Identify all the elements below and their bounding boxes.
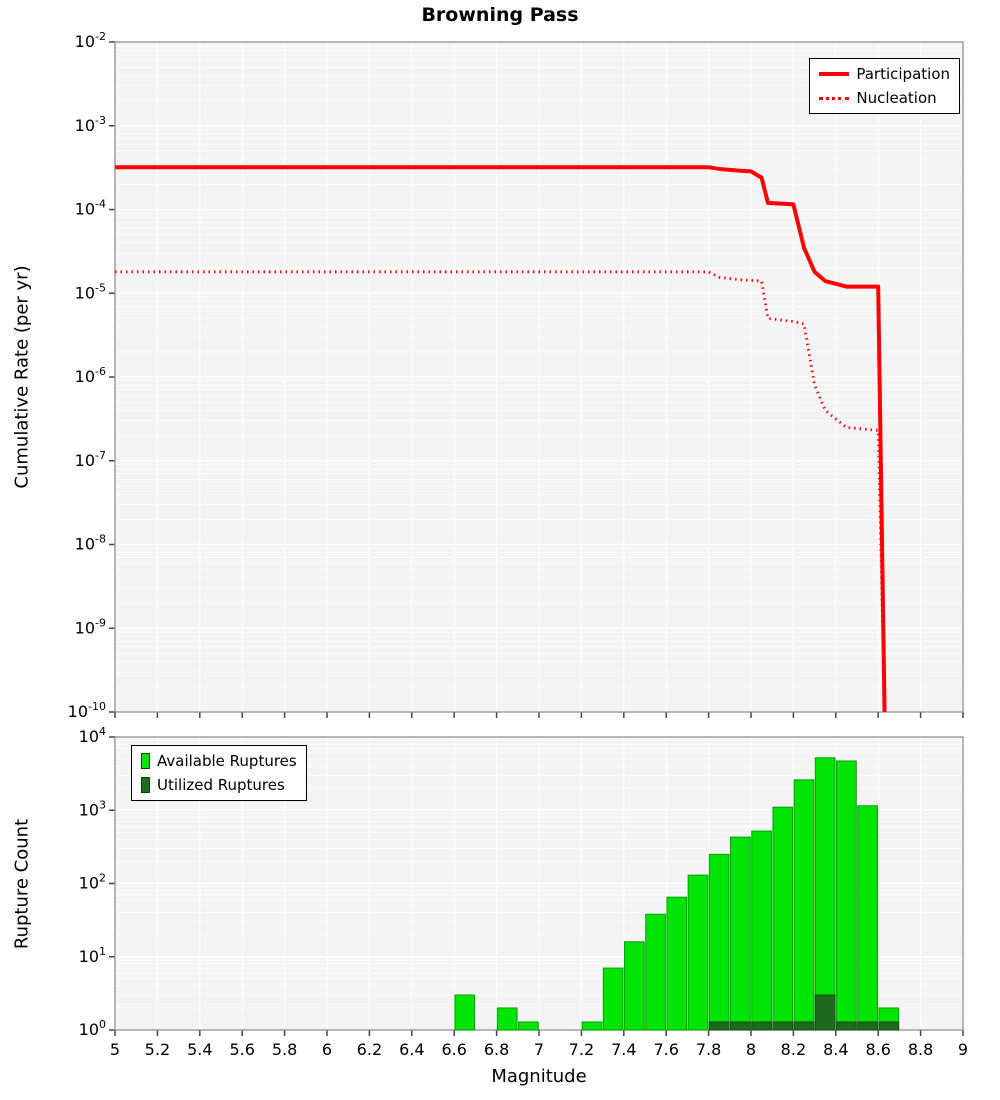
svg-text:10-7: 10-7 [75, 449, 106, 470]
svg-text:10-5: 10-5 [75, 281, 106, 302]
legend-entry-nucleation: Nucleation [819, 86, 950, 110]
svg-text:7.4: 7.4 [611, 1040, 636, 1059]
svg-text:6.4: 6.4 [399, 1040, 424, 1059]
svg-text:103: 103 [79, 798, 106, 819]
svg-text:10-2: 10-2 [75, 30, 106, 51]
svg-text:5.4: 5.4 [187, 1040, 212, 1059]
legend-label-utilized: Utilized Ruptures [157, 776, 285, 794]
svg-text:9: 9 [958, 1040, 968, 1059]
svg-text:10-4: 10-4 [75, 198, 106, 219]
legend-entry-available: Available Ruptures [141, 749, 297, 773]
participation-line-icon [819, 72, 850, 76]
svg-text:5: 5 [110, 1040, 120, 1059]
svg-text:6.8: 6.8 [484, 1040, 509, 1059]
legend-label-nucleation: Nucleation [856, 89, 937, 107]
svg-text:8.2: 8.2 [781, 1040, 806, 1059]
svg-text:8: 8 [746, 1040, 756, 1059]
svg-text:6.2: 6.2 [357, 1040, 382, 1059]
rupture-legend: Available Ruptures Utilized Ruptures [131, 745, 307, 801]
svg-text:5.8: 5.8 [272, 1040, 297, 1059]
x-axis-label: Magnitude [491, 1066, 587, 1087]
svg-text:102: 102 [79, 872, 106, 893]
svg-text:8.6: 8.6 [865, 1040, 890, 1059]
svg-text:101: 101 [79, 945, 106, 966]
svg-text:5.6: 5.6 [229, 1040, 254, 1059]
svg-text:10-3: 10-3 [75, 114, 106, 135]
available-ruptures-swatch-icon [141, 753, 150, 769]
svg-text:7.8: 7.8 [696, 1040, 721, 1059]
svg-text:7.6: 7.6 [653, 1040, 678, 1059]
chart-title: Browning Pass [421, 4, 579, 26]
svg-text:10-9: 10-9 [75, 616, 106, 637]
svg-text:100: 100 [79, 1018, 106, 1039]
rate-legend: Participation Nucleation [809, 58, 960, 114]
svg-text:6: 6 [322, 1040, 332, 1059]
svg-text:7: 7 [534, 1040, 544, 1059]
legend-label-participation: Participation [856, 65, 950, 83]
nucleation-line-icon [819, 96, 850, 100]
svg-text:8.4: 8.4 [823, 1040, 848, 1059]
svg-text:6.6: 6.6 [441, 1040, 466, 1059]
legend-entry-participation: Participation [819, 62, 950, 86]
legend-entry-utilized: Utilized Ruptures [141, 773, 297, 797]
svg-text:10-10: 10-10 [68, 700, 106, 721]
svg-text:104: 104 [79, 725, 106, 746]
svg-text:8.8: 8.8 [908, 1040, 933, 1059]
svg-text:7.2: 7.2 [569, 1040, 594, 1059]
panel: 10-10 10-9 10-8 10-7 10-6 10-5 10-4 10-3 10-2 [68, 30, 964, 721]
svg-text:5.2: 5.2 [145, 1040, 170, 1059]
svg-text:10-8: 10-8 [75, 533, 106, 554]
legend-label-available: Available Ruptures [157, 752, 297, 770]
svg-text:10-6: 10-6 [75, 365, 106, 386]
utilized-ruptures-swatch-icon [141, 777, 150, 793]
